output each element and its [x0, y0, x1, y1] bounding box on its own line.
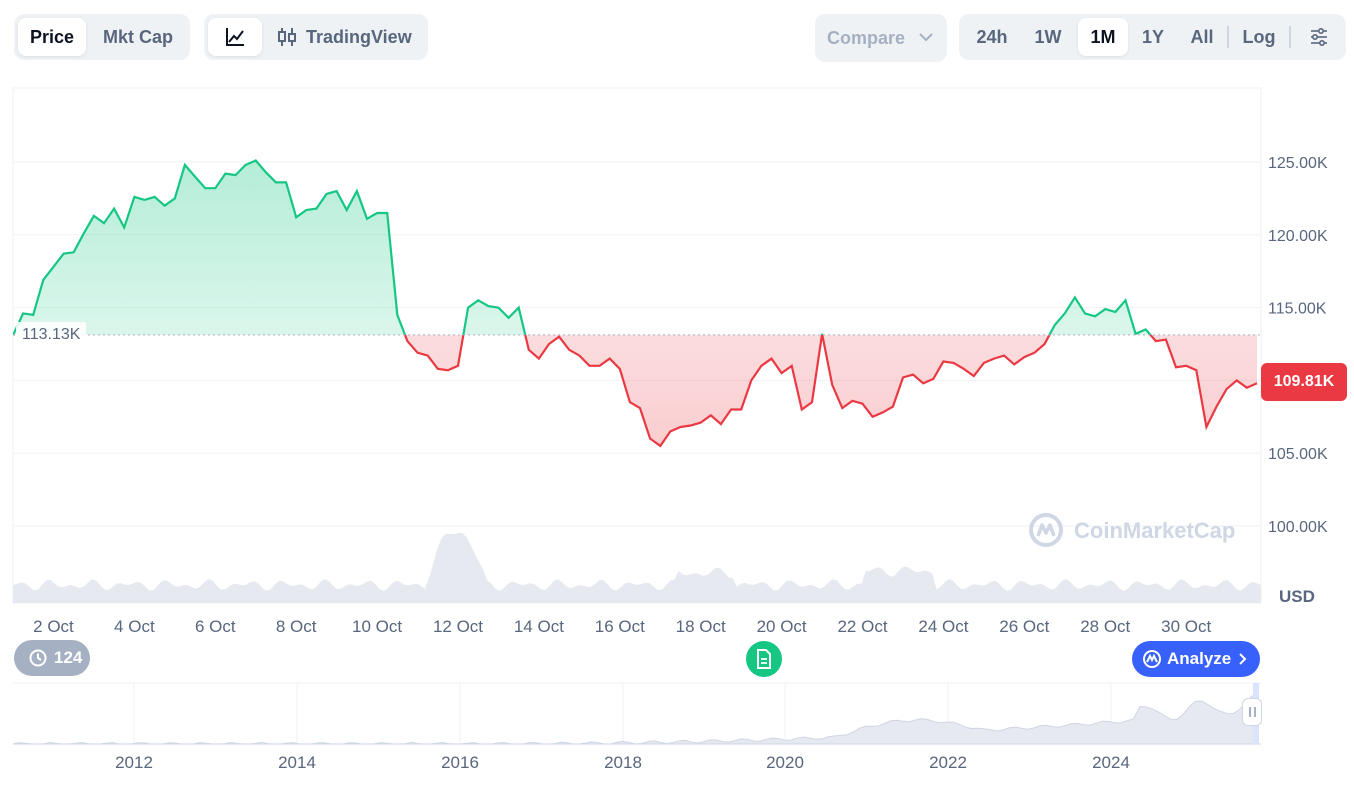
- range-toggle: 24h 1W 1M 1Y All Log: [959, 14, 1346, 60]
- x-tick-label: 24 Oct: [918, 617, 968, 636]
- overview-area: [12, 694, 1259, 745]
- x-tick-label: 2 Oct: [33, 617, 74, 636]
- compare-dropdown[interactable]: Compare: [815, 14, 947, 62]
- overview-x-tick-label: 2012: [115, 753, 153, 772]
- sliders-icon: [1311, 27, 1327, 47]
- currency-label: USD: [1279, 587, 1315, 606]
- history-icon: [29, 649, 47, 667]
- tradingview-button[interactable]: TradingView: [266, 18, 424, 56]
- metric-toggle: Price Mkt Cap: [14, 14, 190, 60]
- range-1y[interactable]: 1Y: [1141, 27, 1165, 47]
- settings-button[interactable]: [1299, 18, 1339, 56]
- overview-x-tick-label: 2020: [766, 753, 804, 772]
- range-slider-handle[interactable]: [1242, 698, 1262, 726]
- x-tick-label: 6 Oct: [195, 617, 236, 636]
- compare-label: Compare: [827, 28, 906, 48]
- x-tick-label: 26 Oct: [999, 617, 1049, 636]
- x-tick-label: 14 Oct: [514, 617, 564, 636]
- tab-price[interactable]: Price: [18, 18, 86, 56]
- range-24h[interactable]: 24h: [976, 27, 1008, 47]
- start-price-label: 113.13K: [16, 322, 87, 348]
- tab-mkt-cap[interactable]: Mkt Cap: [102, 27, 173, 47]
- x-tick-label: 18 Oct: [676, 617, 726, 636]
- news-marker-button[interactable]: [746, 641, 782, 677]
- up-fill: [13, 160, 1257, 335]
- line-chart-button[interactable]: [208, 18, 262, 56]
- analyze-icon: [1143, 650, 1161, 668]
- chevron-right-icon: [1239, 653, 1247, 665]
- x-tick-label: 10 Oct: [352, 617, 402, 636]
- overview-x-tick-label: 2024: [1092, 753, 1130, 772]
- overview-x-tick-label: 2018: [604, 753, 642, 772]
- watermark-text: CoinMarketCap: [1074, 518, 1236, 543]
- y-tick-label: 120.00K: [1268, 228, 1328, 245]
- x-tick-label: 28 Oct: [1080, 617, 1130, 636]
- x-tick-label: 30 Oct: [1161, 617, 1211, 636]
- range-1w[interactable]: 1W: [1034, 27, 1062, 47]
- history-count: 124: [54, 648, 83, 667]
- volume-area: [13, 533, 1261, 603]
- divider: [1227, 26, 1229, 48]
- history-button[interactable]: 124: [14, 640, 90, 676]
- x-tick-label: 22 Oct: [837, 617, 887, 636]
- x-tick-label: 8 Oct: [276, 617, 317, 636]
- overview-x-tick-label: 2022: [929, 753, 967, 772]
- x-tick-label: 16 Oct: [595, 617, 645, 636]
- y-tick-label: 125.00K: [1268, 155, 1328, 172]
- document-icon: [757, 649, 771, 669]
- divider: [1289, 26, 1291, 48]
- range-all[interactable]: All: [1190, 27, 1214, 47]
- x-tick-label: 4 Oct: [114, 617, 155, 636]
- chevron-down-icon: [919, 33, 933, 42]
- price-line-down: [13, 334, 1258, 448]
- line-chart-icon: [226, 28, 244, 46]
- overview-x-tick-label: 2016: [441, 753, 479, 772]
- analyze-label: Analyze: [1167, 649, 1232, 668]
- coinmarketcap-logo-icon: [1029, 513, 1063, 547]
- y-tick-label: 105.00K: [1268, 446, 1328, 463]
- log-scale-button[interactable]: Log: [1242, 27, 1276, 47]
- y-tick-label: 100.00K: [1268, 519, 1328, 536]
- chart-style-toggle: TradingView: [204, 14, 428, 60]
- down-fill: [13, 334, 1257, 446]
- x-tick-label: 12 Oct: [433, 617, 483, 636]
- overview-x-tick-label: 2014: [278, 753, 316, 772]
- y-tick-label: 115.00K: [1268, 301, 1327, 318]
- candlestick-icon: [278, 28, 296, 46]
- analyze-button[interactable]: Analyze: [1132, 641, 1260, 677]
- x-tick-label: 20 Oct: [757, 617, 807, 636]
- range-1m[interactable]: 1M: [1078, 18, 1128, 56]
- current-price-tag: 109.81K: [1261, 363, 1347, 401]
- tradingview-label: TradingView: [306, 27, 412, 47]
